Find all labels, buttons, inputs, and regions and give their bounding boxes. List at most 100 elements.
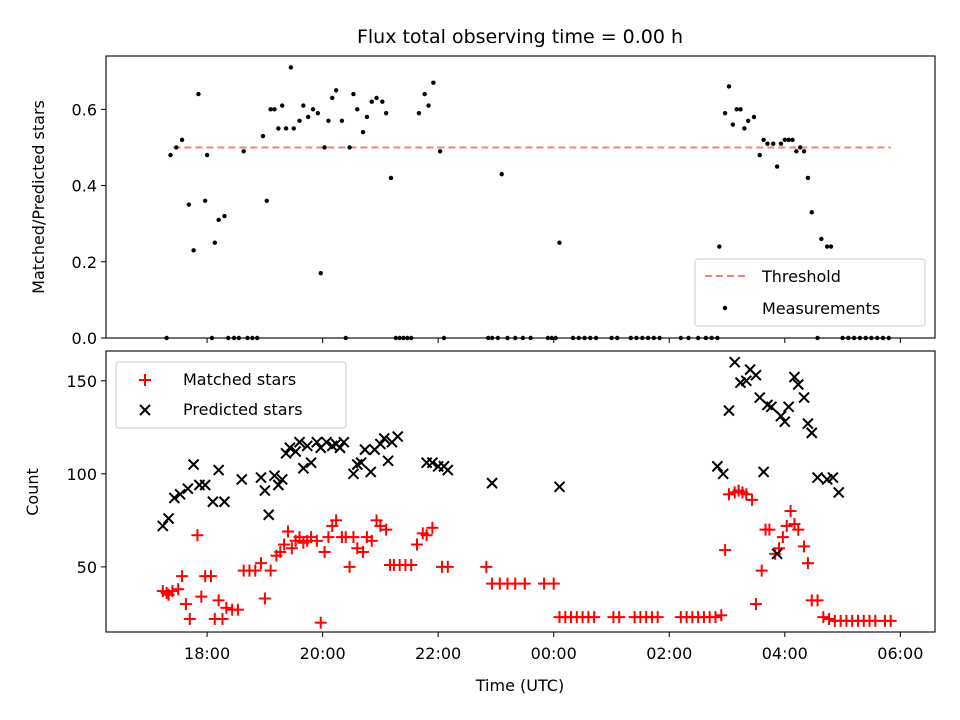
- measurement-point: [196, 91, 201, 97]
- measurement-point: [774, 164, 780, 169]
- matched-star-point: [191, 529, 204, 542]
- matched-star-point: [195, 590, 208, 603]
- measurement-point: [742, 126, 747, 131]
- x-tick-label: 02:00: [646, 644, 692, 663]
- measurement-point: [276, 126, 281, 131]
- predicted-star-point: [289, 445, 302, 458]
- measurement-point: [364, 114, 370, 120]
- predicted-star-point: [293, 436, 306, 448]
- predicted-star-point: [212, 464, 225, 476]
- predicted-star-point: [802, 417, 814, 430]
- measurement-point: [168, 152, 173, 158]
- measurement-point: [351, 91, 356, 97]
- matched-star-point: [216, 612, 229, 625]
- measurement-point: [422, 91, 427, 97]
- predicted-star-point: [765, 401, 778, 413]
- matched-star-point: [441, 560, 454, 573]
- predicted-star-point: [162, 512, 175, 525]
- matched-star-point: [776, 531, 789, 544]
- matched-star-point: [347, 531, 360, 544]
- matched-star-point: [801, 557, 814, 570]
- top-y-tick-label: 0.4: [72, 177, 97, 196]
- predicted-star-point: [301, 440, 313, 452]
- legend-threshold-label: Threshold: [761, 267, 841, 286]
- measurement-point: [809, 210, 814, 215]
- matched-star-point: [740, 488, 753, 501]
- matched-star-point: [310, 534, 323, 547]
- bottom-y-axis-label: Count: [23, 468, 42, 516]
- predicted-star-point: [771, 548, 783, 560]
- bottom-y-tick-label: 50: [77, 558, 97, 577]
- measurement-point: [786, 137, 791, 143]
- measurement-point: [360, 130, 366, 135]
- measurement-point: [202, 198, 208, 204]
- matched-star-point: [281, 525, 294, 538]
- predicted-star-point: [811, 471, 824, 484]
- bottom-legend-box: [115, 361, 347, 429]
- matched-star-point: [518, 577, 531, 590]
- predicted-star-point: [276, 473, 288, 486]
- predicted-star-point: [806, 427, 818, 439]
- matched-star-point: [322, 531, 335, 544]
- measurement-point: [301, 103, 306, 108]
- matched-star-point: [166, 585, 179, 598]
- measurement-point: [191, 248, 196, 253]
- top-axis-ticks: 0.0 0.2 0.4 0.6: [72, 100, 901, 348]
- predicted-star-point: [717, 468, 729, 480]
- measurement-point: [730, 122, 736, 127]
- predicted-star-point: [268, 469, 281, 482]
- measurement-point: [761, 137, 766, 143]
- measurement-point: [374, 95, 379, 101]
- measurement-point: [431, 80, 436, 85]
- x-tick-label: 22:00: [415, 644, 461, 663]
- matched-star-point: [547, 577, 560, 590]
- predicted-star-point: [168, 492, 181, 504]
- predicted-star-point: [284, 442, 296, 454]
- predicted-star-point: [486, 477, 498, 489]
- measurement-point: [437, 149, 443, 154]
- measurement-point: [383, 110, 389, 116]
- measurement-point: [782, 137, 787, 143]
- matched-star-point: [780, 519, 793, 532]
- measurement-point: [272, 107, 277, 112]
- measurement-point: [347, 145, 352, 150]
- predicted-star-point: [320, 436, 333, 448]
- predicted-star-point: [182, 483, 194, 495]
- predicted-star-point: [334, 442, 346, 454]
- predicted-star-point: [255, 471, 267, 484]
- matched-star-point: [365, 534, 378, 547]
- legend-predicted-label: Predicted stars: [183, 400, 303, 419]
- predicted-star-point: [280, 447, 292, 460]
- predicted-star-point: [392, 430, 404, 443]
- measurement-point: [179, 137, 185, 143]
- predicted-star-point: [199, 479, 211, 491]
- measurement-point: [765, 141, 770, 146]
- measurement-point: [757, 152, 762, 158]
- matched-star-point: [792, 523, 805, 536]
- matched-star-point: [183, 612, 196, 625]
- matched-star-point: [784, 505, 797, 518]
- matched-star-point: [651, 611, 664, 624]
- measurement-point: [260, 133, 266, 139]
- bottom-legend: Matched stars Predicted stars: [115, 361, 347, 429]
- measurement-point: [426, 103, 431, 108]
- matched-star-point: [172, 583, 185, 596]
- predicted-star-point: [740, 375, 752, 387]
- measurement-point: [216, 217, 221, 223]
- measurement-point: [305, 114, 311, 120]
- bottom-plot-marks: [156, 356, 897, 629]
- matched-star-point: [613, 611, 626, 624]
- legend-measurements-swatch: [722, 305, 728, 311]
- matched-star-point: [715, 609, 728, 622]
- bottom-plot-frame: [105, 350, 936, 633]
- matched-star-point: [258, 592, 271, 605]
- measurement-point: [315, 110, 321, 116]
- chart-title: Flux total observing time = 0.00 h: [357, 26, 683, 48]
- matched-star-point: [318, 545, 331, 558]
- x-tick-label: 06:00: [877, 644, 923, 663]
- top-legend-box: [694, 258, 926, 327]
- predicted-star-point: [426, 456, 439, 469]
- matched-star-point: [823, 612, 836, 625]
- predicted-star-point: [187, 458, 200, 471]
